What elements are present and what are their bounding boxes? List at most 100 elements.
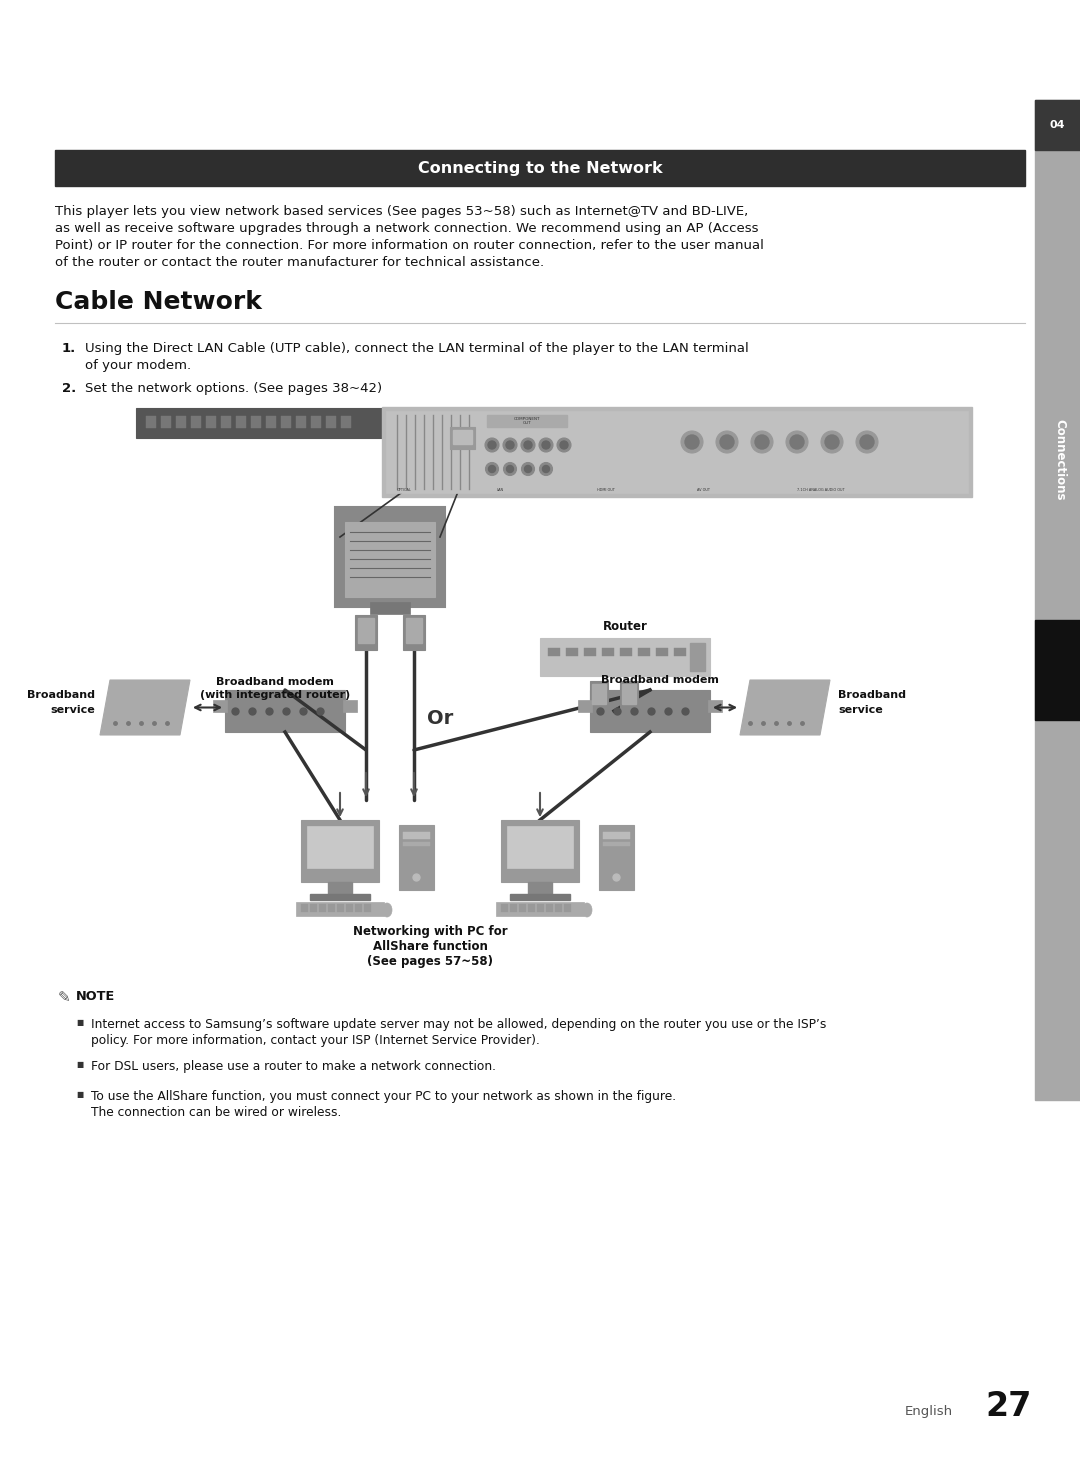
Text: 04: 04 [1050,120,1065,130]
Bar [307,826,373,868]
Bar [487,415,567,427]
Bar [403,832,430,839]
Bar [656,648,669,656]
Ellipse shape [521,439,535,452]
Bar [176,417,186,428]
Ellipse shape [488,465,496,473]
Text: Using the Direct LAN Cable (UTP cable), connect the LAN terminal of the player t: Using the Direct LAN Cable (UTP cable), … [85,343,748,354]
Bar [382,408,972,496]
Text: Internet access to Samsung’s software update server may not be allowed, dependin: Internet access to Samsung’s software up… [91,1018,826,1031]
Bar [537,904,544,911]
Bar [564,904,571,911]
Text: Connections: Connections [1053,419,1066,501]
Text: ■: ■ [76,1018,83,1027]
Bar [496,902,584,916]
Bar [296,417,306,428]
Ellipse shape [486,462,499,476]
Bar [337,904,345,911]
Ellipse shape [503,462,516,476]
Text: HDMI OUT: HDMI OUT [597,487,615,492]
Ellipse shape [524,442,532,449]
Text: service: service [838,705,882,715]
Bar [237,417,246,428]
Bar [386,411,968,493]
Text: 27: 27 [985,1390,1031,1422]
Ellipse shape [821,431,843,453]
Bar [310,904,318,911]
Bar [221,417,231,428]
Ellipse shape [557,439,571,452]
Bar [146,417,156,428]
Ellipse shape [382,902,392,917]
Text: Broadband: Broadband [838,690,906,700]
Bar [370,603,410,614]
Bar [301,904,308,911]
Ellipse shape [503,439,517,452]
Bar [501,904,508,911]
Text: of your modem.: of your modem. [85,359,191,372]
Text: COMPONENT
OUT: COMPONENT OUT [514,417,540,425]
Text: OPTICAL: OPTICAL [397,487,411,492]
Ellipse shape [681,431,703,453]
Ellipse shape [485,439,499,452]
Bar [335,507,445,607]
Bar [1035,100,1080,151]
Ellipse shape [860,436,874,449]
Bar [266,417,276,428]
Bar [364,904,372,911]
Text: Router: Router [603,620,647,634]
Bar [403,842,430,846]
Bar [406,617,422,642]
Text: To use the AllShare function, you must connect your PC to your network as shown : To use the AllShare function, you must c… [91,1090,676,1103]
Text: Broadband modem: Broadband modem [602,675,719,685]
Bar [355,904,362,911]
Bar [540,638,710,676]
Ellipse shape [582,902,592,917]
Ellipse shape [825,436,839,449]
Bar [584,648,596,656]
Ellipse shape [542,442,550,449]
Ellipse shape [542,465,550,473]
Bar [501,820,579,882]
Bar [357,617,374,642]
Text: Set the network options. (See pages 38~42): Set the network options. (See pages 38~4… [85,383,382,394]
Bar [310,894,370,899]
Text: AV OUT: AV OUT [697,487,710,492]
Bar [328,904,335,911]
Bar [450,427,475,449]
Bar [311,417,321,428]
Bar [590,681,608,710]
Bar [343,700,357,712]
Text: Connecting to the Network: Connecting to the Network [418,161,662,176]
Bar [674,648,686,656]
Bar [1035,100,1080,1100]
Text: 1.: 1. [62,343,77,354]
Ellipse shape [755,436,769,449]
Text: NOTE: NOTE [76,990,116,1003]
Polygon shape [100,679,190,736]
Bar [528,904,535,911]
Bar [296,902,384,916]
Bar [603,842,630,846]
Bar [1035,620,1080,719]
Text: This player lets you view network based services (See pages 53~58) such as Inter: This player lets you view network based … [55,205,748,219]
Bar [566,648,578,656]
Text: (with integrated router): (with integrated router) [200,690,350,700]
Bar [346,904,353,911]
Text: The connection can be wired or wireless.: The connection can be wired or wireless. [91,1106,341,1120]
Text: Or: Or [427,709,454,728]
Ellipse shape [539,439,553,452]
Bar [326,417,336,428]
Text: 7.1CH ANALOG AUDIO OUT: 7.1CH ANALOG AUDIO OUT [797,487,845,492]
Bar [708,700,723,712]
Bar [161,417,171,428]
Ellipse shape [716,431,738,453]
Ellipse shape [720,436,734,449]
Bar [578,700,592,712]
Bar [548,648,561,656]
Ellipse shape [507,465,513,473]
Ellipse shape [856,431,878,453]
Text: ■: ■ [76,1090,83,1099]
Bar [341,417,351,428]
Bar [546,904,553,911]
